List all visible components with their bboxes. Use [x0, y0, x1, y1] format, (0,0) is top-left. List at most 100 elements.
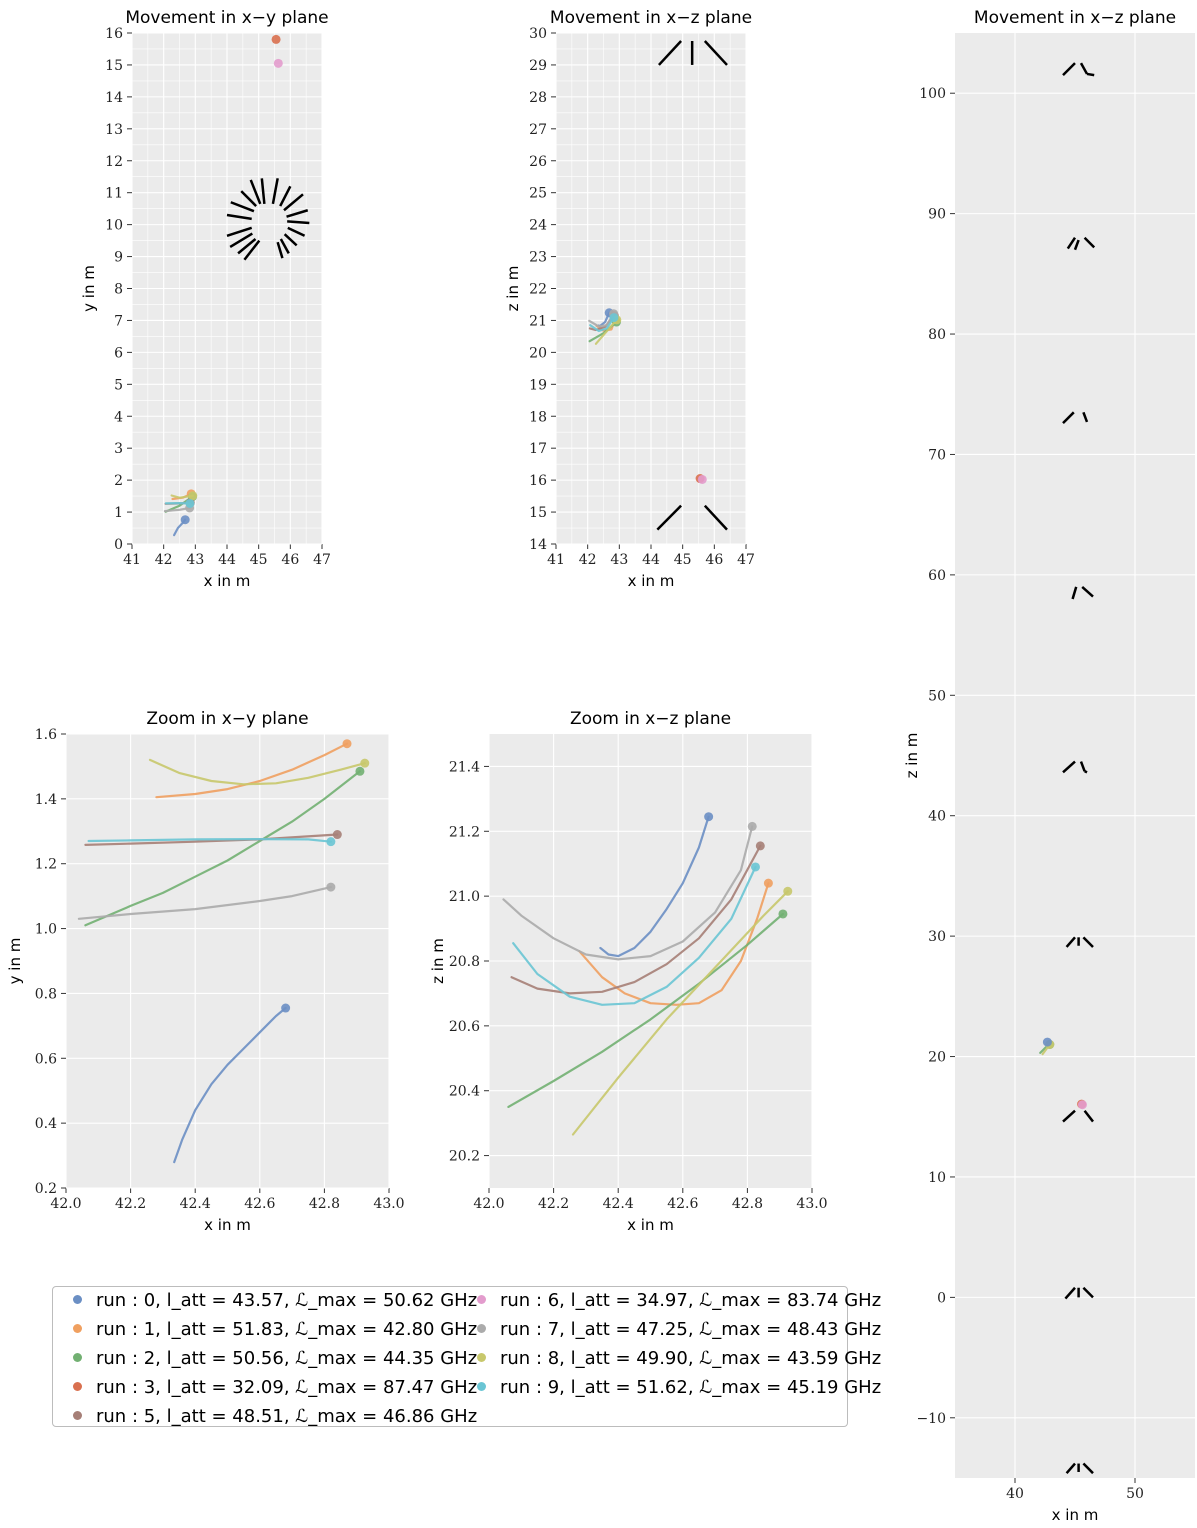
x-tick-label: 45: [674, 552, 692, 568]
end-marker-run-0: [281, 1003, 291, 1013]
obstacle-segment: [287, 220, 310, 225]
x-axis-label: x in m: [1052, 1506, 1099, 1524]
end-marker-run-5: [755, 841, 765, 851]
legend-marker: [73, 1294, 82, 1304]
legend-item-run-3: run : 3, l_att = 32.09, ℒ_max = 87.47 GH…: [73, 1377, 477, 1398]
obstacle-segment: [243, 239, 261, 261]
y-tick-label: 30: [529, 26, 547, 42]
legend-label: run : 0, l_att = 43.57, ℒ_max = 50.62 GH…: [96, 1290, 478, 1311]
end-marker-run-1: [342, 739, 352, 749]
y-tick-label: 12: [105, 154, 123, 170]
obstacle-segment: [226, 213, 252, 221]
trajectory-run-5: [510, 844, 762, 995]
y-tick-label: 1.4: [35, 792, 57, 808]
plot-background: [955, 33, 1195, 1478]
legend-marker: [477, 1294, 486, 1304]
obstacle-segment: [1066, 237, 1077, 250]
x-tick-label: 47: [313, 552, 331, 568]
x-tick-label: 43: [610, 552, 628, 568]
trajectory-run-8: [594, 318, 618, 345]
x-tick-label: 42.8: [732, 1196, 763, 1212]
legend-item-run-8: run : 8, l_att = 49.90, ℒ_max = 43.59 GH…: [477, 1348, 881, 1369]
x-tick-label: 42.4: [603, 1196, 634, 1212]
legend-marker: [73, 1323, 82, 1333]
x-tick-label: 42.4: [180, 1196, 211, 1212]
obstacle-segment: [1071, 586, 1078, 600]
obstacle-segment: [287, 226, 306, 237]
x-tick-label: 43: [186, 552, 204, 568]
y-tick-label: 29: [529, 58, 547, 74]
panel-tall-xz: 40 50 −10 0 10 20 30 40 50 60 70 80 90 100 Movement in…: [903, 8, 1195, 1524]
obstacle-segment: [1065, 1462, 1076, 1475]
y-tick-label: 16: [529, 473, 547, 489]
y-tick-label: 0.8: [35, 986, 57, 1002]
obstacle-segment: [229, 232, 253, 249]
y-axis-label: y in m: [80, 265, 98, 312]
trajectory-run-0: [599, 815, 710, 958]
y-tick-label: 80: [928, 327, 946, 343]
trajectory-run-1: [578, 882, 770, 1006]
x-tick-label: 45: [250, 552, 268, 568]
y-tick-label: 15: [105, 58, 123, 74]
obstacle-segment: [1083, 1109, 1094, 1123]
legend: run : 0, l_att = 43.57, ℒ_max = 50.62 GH…: [52, 1286, 881, 1427]
obstacle-segment: [1062, 411, 1075, 425]
obstacle-segment: [226, 226, 253, 237]
x-tick-label: 44: [642, 552, 660, 568]
y-tick-label: 21.2: [449, 824, 480, 840]
legend-marker: [477, 1323, 486, 1333]
y-tick-label: 0: [114, 537, 123, 553]
end-marker-run-5: [332, 830, 342, 840]
y-tick-label: 20.2: [449, 1149, 480, 1165]
legend-item-run-5: run : 5, l_att = 48.51, ℒ_max = 46.86 GH…: [73, 1406, 477, 1427]
y-tick-label: 3: [114, 441, 123, 457]
end-marker-run-8: [783, 886, 793, 896]
x-tick-label: 42.0: [50, 1196, 81, 1212]
obstacle-segment: [1082, 1462, 1094, 1475]
obstacle-segment: [1062, 1109, 1076, 1123]
x-tick-label: 43.0: [796, 1196, 827, 1212]
y-tick-label: 2: [114, 473, 123, 489]
trajectory-run-9: [589, 316, 615, 333]
plot-background: [66, 734, 389, 1188]
chart-title: Zoom in x−y plane: [146, 709, 308, 729]
legend-marker: [477, 1381, 486, 1391]
panel-zoom-xz: 42.0 42.2 42.4 42.6 42.8 43.0 20.2 20.4 20.6 20.8…: [429, 709, 828, 1234]
plot-area: [502, 812, 793, 1136]
chart-title: Movement in x−y plane: [125, 8, 328, 28]
legend-label: run : 9, l_att = 51.62, ℒ_max = 45.19 GH…: [500, 1377, 882, 1398]
trajectory-run-2: [84, 770, 361, 927]
y-tick-label: 14: [529, 537, 547, 553]
x-tick-label: 46: [281, 552, 299, 568]
y-tick-label: 0: [937, 1290, 946, 1306]
y-tick-label: 0.6: [35, 1051, 57, 1067]
chart-title: Movement in x−z plane: [974, 8, 1176, 28]
obstacle-segment: [1062, 760, 1076, 774]
y-tick-label: 18: [529, 409, 547, 425]
obstacle-segment: [279, 238, 290, 254]
y-tick-label: 28: [529, 90, 547, 106]
x-tick-label: 42.2: [538, 1196, 569, 1212]
y-tick-label: 20: [529, 345, 547, 361]
obstacle-segment: [657, 40, 683, 66]
y-tick-label: 23: [529, 250, 547, 266]
y-tick-label: 24: [529, 218, 547, 234]
trajectory-run-9: [512, 865, 757, 1006]
y-tick-label: 100: [919, 86, 946, 102]
y-tick-label: 30: [928, 929, 946, 945]
obstacle-segment: [1084, 770, 1088, 774]
legend-item-run-2: run : 2, l_att = 50.56, ℒ_max = 44.35 GH…: [73, 1348, 477, 1369]
y-tick-label: 0.2: [35, 1181, 57, 1197]
obstacle-segment: [1079, 761, 1086, 772]
end-marker-run-9: [185, 498, 195, 508]
obstacle-segment: [276, 241, 284, 259]
y-tick-label: 4: [114, 409, 123, 425]
x-tick-label: 47: [737, 552, 755, 568]
obstacle-segment: [260, 178, 266, 204]
y-tick-label: 21: [529, 313, 547, 329]
end-marker-run-6: [1077, 1100, 1087, 1110]
y-tick-label: 90: [928, 207, 946, 223]
trajectory-run-8: [148, 758, 366, 786]
end-marker-run-0: [180, 515, 190, 525]
